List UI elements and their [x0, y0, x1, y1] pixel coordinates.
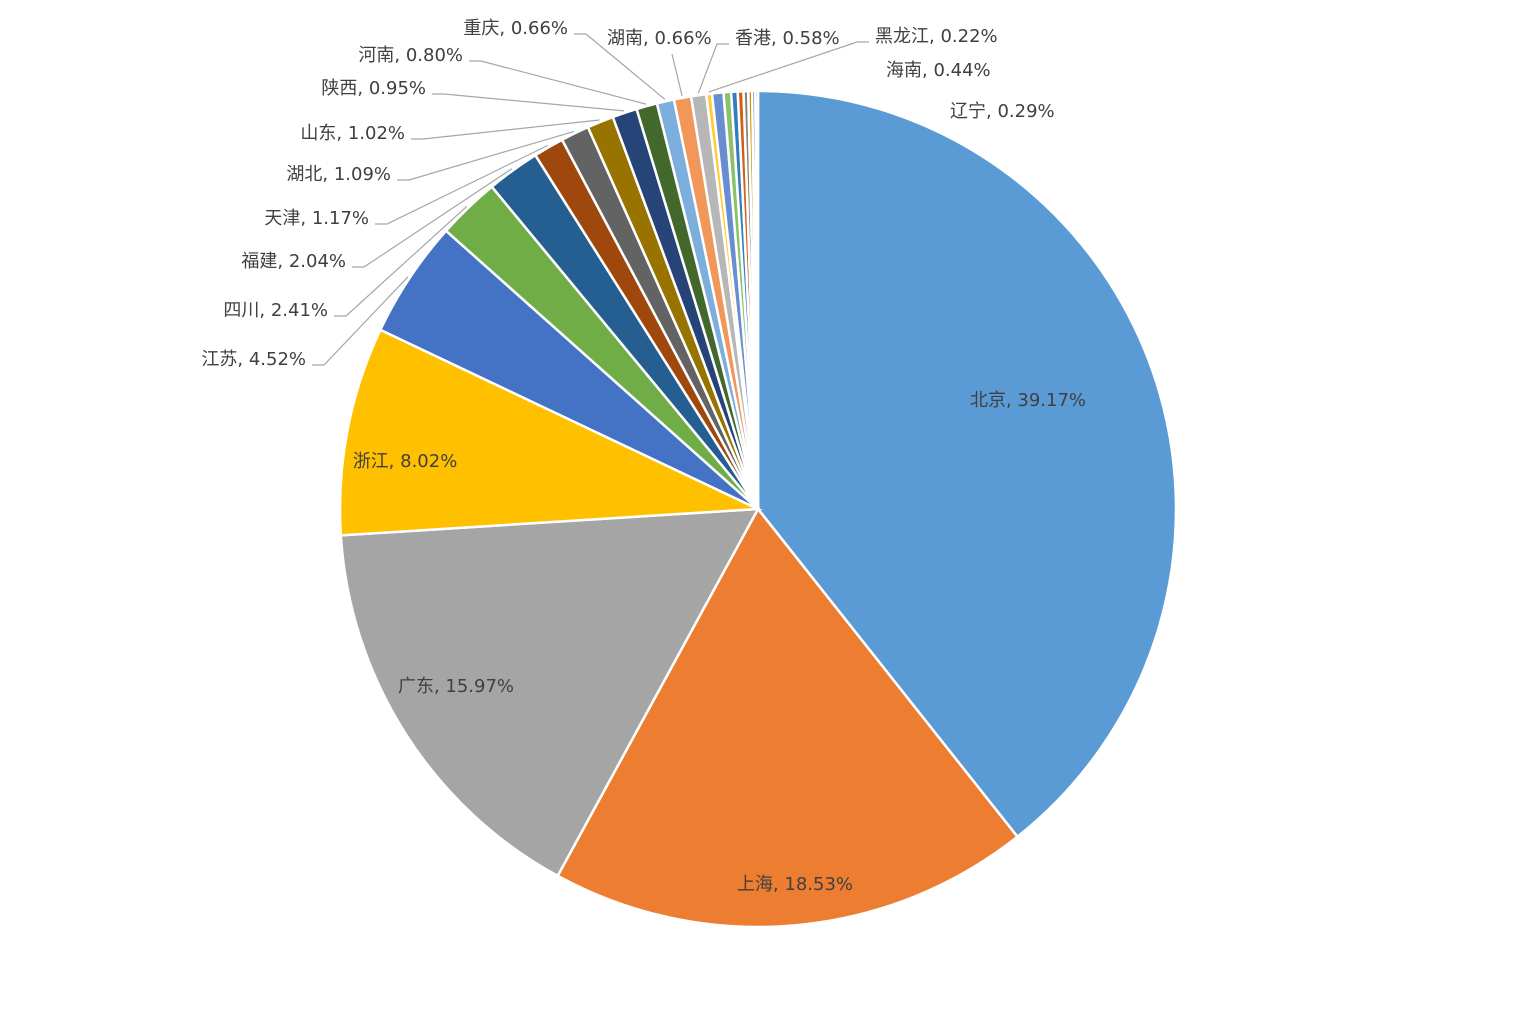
data-label-上海: 上海, 18.53%	[737, 874, 853, 895]
leader-line-香港	[697, 43, 729, 94]
slice-上海	[555, 506, 1020, 929]
leader-line-湖南	[671, 53, 683, 97]
data-label-湖北: 湖北, 1.09%	[286, 164, 391, 185]
data-label-江苏: 江苏, 4.52%	[201, 349, 306, 370]
slice-unlabeled-23	[754, 89, 760, 510]
data-label-海南: 海南, 0.44%	[886, 60, 991, 81]
data-label-山东: 山东, 1.02%	[300, 123, 405, 144]
leader-lines	[312, 33, 869, 366]
data-label-四川: 四川, 2.41%	[223, 300, 328, 321]
pie-slices	[338, 89, 1178, 929]
data-label-黑龙江: 黑龙江, 0.22%	[875, 26, 998, 47]
data-label-重庆: 重庆, 0.66%	[463, 18, 568, 39]
data-label-辽宁: 辽宁, 0.29%	[950, 101, 1055, 122]
leader-line-山东	[411, 119, 600, 140]
leader-line-湖北	[397, 130, 575, 181]
leader-line-天津	[375, 144, 548, 225]
data-label-湖南: 湖南, 0.66%	[607, 28, 712, 49]
data-label-北京: 北京, 39.17%	[970, 390, 1086, 411]
leader-line-四川	[334, 205, 468, 317]
data-label-福建: 福建, 2.04%	[241, 251, 346, 272]
data-label-香港: 香港, 0.58%	[735, 28, 840, 49]
slice-北京	[756, 89, 1178, 839]
leader-line-重庆	[574, 33, 666, 100]
data-label-广东: 广东, 15.97%	[398, 676, 514, 697]
leader-line-陕西	[432, 93, 625, 112]
leader-line-黑龙江	[708, 41, 869, 93]
leader-line-福建	[352, 168, 513, 268]
slice-广东	[339, 507, 761, 878]
leader-line-江苏	[312, 276, 409, 366]
leader-line-河南	[469, 60, 647, 105]
data-labels: 北京, 39.17% 上海, 18.53% 广东, 15.97% 浙江, 8.02% 江…	[201, 18, 1086, 895]
slice-浙江	[338, 328, 763, 537]
data-label-浙江: 浙江, 8.02%	[353, 451, 458, 472]
data-label-陕西: 陕西, 0.95%	[321, 78, 426, 99]
data-label-河南: 河南, 0.80%	[358, 45, 463, 66]
data-label-天津: 天津, 1.17%	[264, 208, 369, 229]
